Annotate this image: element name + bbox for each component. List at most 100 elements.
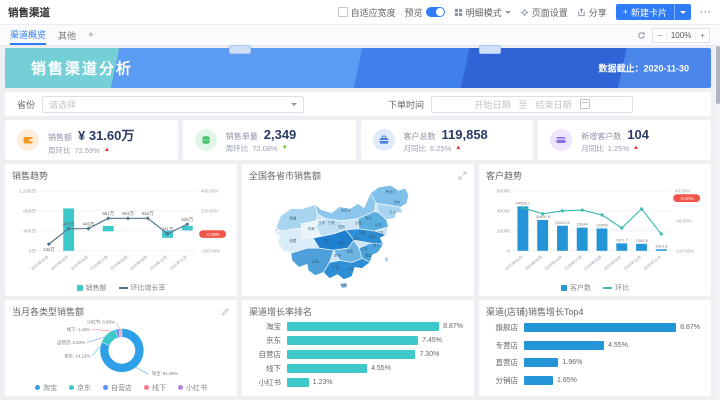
bar — [181, 225, 193, 231]
province-label: 西藏 — [289, 238, 296, 243]
scrollbar-thumb[interactable] — [715, 46, 720, 104]
zoom-in-button[interactable]: + — [700, 30, 705, 40]
chart-title: 全国各省市销售额 — [249, 170, 322, 181]
share-button[interactable]: 分享 — [577, 6, 607, 19]
chart-title: 渠道增长率排名 — [249, 306, 313, 317]
province-label: 安徽 — [369, 234, 376, 239]
legend-item[interactable]: 小红书 — [178, 383, 207, 393]
svg-text:2020年11月: 2020年11月 — [169, 254, 188, 271]
toggle-switch-icon — [425, 7, 445, 17]
legend-item[interactable]: 淘宝 — [35, 383, 57, 393]
legend-item[interactable]: 京东 — [69, 383, 91, 393]
province-label: 广西 — [332, 265, 339, 270]
preview-toggle[interactable]: 预览 — [405, 6, 445, 19]
bar — [636, 243, 647, 251]
calendar-icon — [579, 99, 590, 109]
more-menu-button[interactable]: ··· — [700, 7, 712, 17]
shop-top4-rows: 旗舰店 8.87% 专营店 4.55% 直营店 1.96% 分销店 1.65% — [486, 317, 704, 393]
bar — [524, 323, 677, 333]
legend-item[interactable]: 线下 — [144, 383, 166, 393]
svg-text:2020年10月: 2020年10月 — [623, 254, 643, 271]
svg-text:535万: 535万 — [181, 217, 193, 223]
filter-bar: 省份 请选择 下单时间 开始日期 至 结束日期 — [5, 92, 711, 116]
chart-legend: 淘宝 京东 自营店 线下 小红书 — [12, 382, 230, 393]
province-label: 广东 — [346, 267, 353, 272]
bar — [287, 349, 416, 359]
svg-text:7471.7: 7471.7 — [616, 237, 629, 242]
trend-line — [48, 217, 188, 245]
pencil-icon[interactable] — [221, 307, 230, 316]
province-filter-label: 省份 — [17, 99, 36, 110]
svg-text:40.00%: 40.00% — [675, 189, 690, 194]
fit-width-checkbox[interactable]: 自适应宽度 — [337, 6, 396, 19]
province-region[interactable] — [340, 283, 348, 289]
dashboard-content: 销售渠道分析 数据截止：2020-11-30 省份 请选择 下单时间 开始日期 … — [0, 44, 720, 400]
settings-button[interactable]: 页面设置 — [520, 6, 568, 19]
province-select[interactable]: 请选择 — [42, 95, 305, 113]
detail-mode-menu[interactable]: 明细模式 — [454, 6, 511, 19]
province-label: 海南 — [340, 282, 347, 287]
svg-text:自营店: 2.53%: 自营店: 2.53% — [57, 339, 85, 346]
zoom-out-button[interactable]: − — [657, 30, 662, 40]
legend-marker-icon — [178, 385, 183, 390]
new-card-dropdown[interactable] — [674, 4, 691, 20]
svg-text:400万: 400万 — [23, 228, 36, 234]
line-point — [560, 208, 565, 213]
svg-text:2020年07月: 2020年07月 — [89, 254, 109, 271]
province-label: 江西 — [361, 246, 368, 251]
province-label: 贵州 — [334, 252, 341, 257]
line-point — [125, 216, 131, 221]
province-label: 云南 — [312, 258, 319, 263]
banner-chip[interactable] — [229, 45, 251, 54]
svg-text:2020年04月: 2020年04月 — [30, 254, 50, 271]
svg-text:淘宝: 81.08%: 淘宝: 81.08% — [152, 370, 178, 377]
new-card-button[interactable]: + 新建卡片 — [615, 4, 691, 20]
add-tab-button[interactable]: + — [88, 29, 94, 41]
legend-item[interactable]: 自营店 — [103, 383, 132, 393]
kpi-customer-total: 客户总数 119,858 月同比 6.25% ▲ — [360, 120, 534, 160]
shop-top4-chart: 旗舰店 8.87% 专营店 4.55% 直营店 1.96% 分销店 1.65% — [486, 317, 704, 393]
province-label: 湖南 — [346, 248, 353, 253]
line-point — [106, 216, 111, 221]
province-label: 浙江 — [373, 242, 380, 247]
customer-trend-card: 客户趋势 60000 40000 20000 0 40.00% -40.00% -120.0… — [479, 164, 711, 296]
svg-text:小红书: 0.83%: 小红书: 0.83% — [87, 319, 115, 326]
legend-item[interactable]: 环比增长率 — [118, 283, 166, 293]
legend-item[interactable]: 环比 — [603, 283, 629, 293]
tab-other[interactable]: 其他 — [58, 30, 77, 41]
province-region[interactable] — [384, 256, 389, 263]
svg-text:-0.00%: -0.00% — [680, 196, 694, 201]
svg-text:2020年08月: 2020年08月 — [583, 254, 603, 271]
banner-chip[interactable] — [479, 45, 501, 54]
line-point — [46, 242, 51, 247]
bar — [537, 219, 549, 251]
expand-icon[interactable] — [458, 170, 467, 180]
legend-item[interactable]: 销售额 — [76, 283, 107, 293]
svg-text:25112.5: 25112.5 — [555, 220, 570, 225]
svg-text:23244: 23244 — [577, 222, 589, 227]
bar-row: 旗舰店 8.87% — [495, 323, 700, 333]
date-range-picker[interactable]: 开始日期 至 结束日期 — [431, 95, 634, 113]
legend-marker-icon — [69, 385, 74, 390]
grid-icon — [454, 8, 462, 16]
province-label: 江苏 — [377, 230, 384, 235]
line-point — [580, 208, 585, 213]
bar — [102, 225, 114, 232]
pie-slice — [120, 328, 123, 338]
bar — [287, 321, 440, 331]
chevron-down-icon — [504, 10, 511, 14]
svg-text:-120.00%: -120.00% — [675, 248, 694, 253]
banner: 销售渠道分析 数据截止：2020-11-30 — [5, 45, 711, 88]
bar-row: 小红书 1.23% — [258, 377, 333, 387]
svg-text:446万: 446万 — [83, 221, 95, 227]
province-label: 黑龙江 — [386, 189, 397, 194]
bar — [287, 377, 309, 387]
svg-text:30900.5: 30900.5 — [535, 214, 550, 219]
tab-channel-overview[interactable]: 渠道概览 — [10, 25, 47, 45]
refresh-icon[interactable] — [637, 31, 646, 40]
legend-item[interactable]: 客户数 — [561, 283, 591, 293]
svg-text:200.00%: 200.00% — [201, 208, 219, 213]
province-label: 四川 — [324, 239, 331, 243]
zoom-level: 100% — [665, 30, 697, 40]
province-label: 吉林 — [393, 199, 400, 204]
